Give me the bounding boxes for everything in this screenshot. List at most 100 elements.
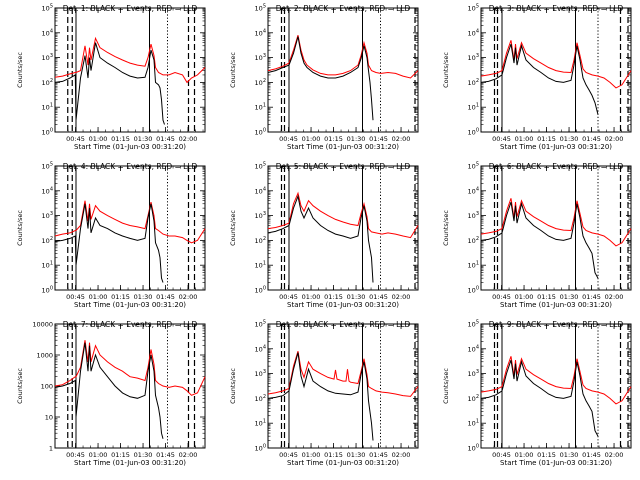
x-tick-label: 01:00 [302,135,321,143]
x-tick-label: 01:45 [582,451,601,459]
x-tick-label: 02:00 [179,135,198,143]
y-tick-label: 101 [255,419,266,428]
y-tick-label: 103 [468,53,479,62]
panel-det-7: 1 10 100 1000 10000 00:45 01:00 01:15 01:30 01:45… [16,320,206,467]
x-tick-label: 00:45 [492,451,511,459]
series-events-det-1 [54,42,165,125]
x-axis-label: Start Time (01-Jun-03 00:31:20) [74,459,186,467]
x-tick-label: 01:00 [89,451,108,459]
y-tick-label: 100 [41,383,53,391]
x-tick-label: 01:15 [537,135,556,143]
y-tick-label: 100 [42,128,53,137]
y-axis-label: Counts/sec [16,52,24,88]
y-tick-label: 100 [255,286,266,295]
y-tick-label: 102 [255,394,266,403]
y-tick-label: 104 [42,28,53,37]
plot-frame-det-5 [267,165,419,291]
series-lld-det-9 [480,356,632,405]
panel-det-1: 100 101 102 103 104 105 00:45 01:00 01:15 01:30 01… [16,4,206,151]
series-events-det-2 [267,36,374,121]
y-tick-label: 104 [255,28,266,37]
y-tick-label: 100 [42,286,53,295]
x-tick-label: 01:15 [111,451,130,459]
y-tick-label: 105 [468,320,479,329]
x-tick-label: 01:00 [89,135,108,143]
y-tick-label: 103 [468,369,479,378]
y-tick-label: 105 [42,4,53,13]
x-tick-label: 01:15 [537,451,556,459]
series-events-det-4 [54,203,164,283]
series-lld-det-7 [54,340,206,396]
panel-det-6: 100 101 102 103 104 105 00:45 01:00 01:15 01:30 01… [442,162,632,309]
y-tick-label: 101 [468,261,479,270]
y-tick-label: 105 [468,4,479,13]
x-tick-label: 01:00 [89,293,108,301]
panel-det-3: 100 101 102 103 104 105 00:45 01:00 01:15 01:30 01… [442,4,632,151]
y-tick-label: 102 [42,78,53,87]
y-tick-label: 101 [468,419,479,428]
y-tick-label: 104 [468,28,479,37]
y-tick-label: 102 [42,236,53,245]
x-tick-label: 01:30 [560,451,579,459]
panel-det-4: 100 101 102 103 104 105 00:45 01:00 01:15 01:30 01… [16,162,206,309]
x-tick-label: 01:30 [560,135,579,143]
series-lld-det-4 [54,200,206,244]
series-events-det-6 [480,201,599,279]
x-tick-label: 00:45 [66,451,85,459]
y-tick-label: 104 [468,344,479,353]
x-tick-label: 00:45 [279,293,298,301]
x-axis-label: Start Time (01-Jun-03 00:31:20) [500,143,612,151]
series-lld-det-2 [267,35,419,79]
x-tick-label: 00:45 [66,293,85,301]
y-tick-label: 100 [255,128,266,137]
series-lld-det-5 [267,191,419,239]
x-tick-label: 02:00 [605,451,624,459]
x-tick-label: 01:45 [156,451,175,459]
y-tick-label: 101 [42,103,53,112]
plot-frame-det-8 [267,323,419,449]
plot-frame-det-2 [267,7,419,133]
series-events-det-7 [54,342,164,439]
x-tick-label: 01:30 [134,293,153,301]
x-axis-label: Start Time (01-Jun-03 00:31:20) [287,459,399,467]
x-tick-label: 01:45 [156,293,175,301]
x-axis-label: Start Time (01-Jun-03 00:31:20) [287,301,399,309]
y-tick-label: 100 [255,444,266,453]
x-tick-label: 01:45 [582,135,601,143]
series-lld-det-3 [480,40,632,89]
y-tick-label: 102 [255,78,266,87]
y-tick-label: 103 [255,369,266,378]
x-axis-label: Start Time (01-Jun-03 00:31:20) [74,143,186,151]
y-tick-label: 100 [468,444,479,453]
panel-title: Det. 7: BLACK = Events, RED = LLD [63,320,198,329]
y-axis-label: Counts/sec [229,368,237,404]
y-tick-label: 104 [468,186,479,195]
x-axis-label: Start Time (01-Jun-03 00:31:20) [500,301,612,309]
y-axis-label: Counts/sec [442,210,450,246]
y-tick-label: 103 [42,211,53,220]
x-tick-label: 02:00 [179,451,198,459]
y-tick-label: 105 [42,162,53,171]
panel-title: Det. 5: BLACK = Events, RED = LLD [276,162,411,171]
x-axis-label: Start Time (01-Jun-03 00:31:20) [500,459,612,467]
plot-frame-det-4 [54,165,206,291]
panel-title: Det. 1: BLACK = Events, RED = LLD [63,4,198,13]
x-tick-label: 01:45 [369,135,388,143]
plot-frame-det-3 [480,7,632,133]
x-tick-label: 01:30 [347,451,366,459]
y-tick-label: 1000 [36,352,53,360]
y-tick-label: 102 [468,78,479,87]
series-events-det-5 [267,194,374,283]
y-tick-label: 10 [45,414,53,422]
x-tick-label: 02:00 [392,135,411,143]
x-tick-label: 01:30 [560,293,579,301]
y-axis-label: Counts/sec [16,368,24,404]
panel-title: Det. 8: BLACK = Events, RED = LLD [276,320,411,329]
x-tick-label: 01:00 [515,293,534,301]
x-tick-label: 02:00 [605,135,624,143]
y-axis-label: Counts/sec [229,210,237,246]
series-events-det-8 [267,352,374,441]
x-tick-label: 01:45 [369,451,388,459]
x-tick-label: 02:00 [179,293,198,301]
